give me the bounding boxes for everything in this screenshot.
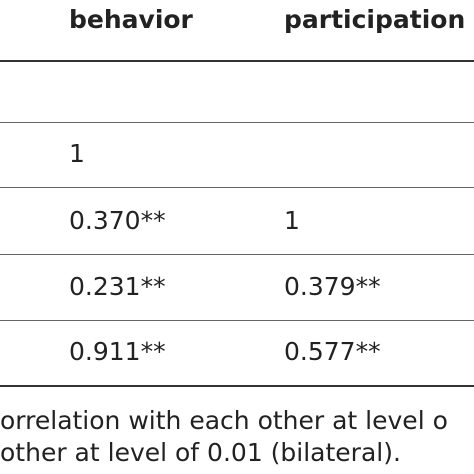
table-note-line: other at level of 0.01 (bilateral).	[0, 438, 401, 467]
table-cell: 0.231**	[69, 272, 166, 301]
table-cell: 0.577**	[284, 337, 381, 366]
row-divider	[0, 122, 474, 123]
row-divider	[0, 187, 474, 188]
table-bottom-rule	[0, 385, 474, 387]
table-cell: 0.379**	[284, 272, 381, 301]
column-header-behavior: behavior	[69, 5, 193, 34]
table-note-line: orrelation with each other at level o	[0, 406, 448, 435]
table-cell: 1	[284, 206, 300, 235]
header-rule	[0, 60, 474, 62]
row-divider	[0, 320, 474, 321]
column-header-participation: participation	[284, 5, 466, 34]
table-cell: 0.370**	[69, 206, 166, 235]
row-divider	[0, 254, 474, 255]
table-cell: 0.911**	[69, 337, 166, 366]
table-cell: 1	[69, 139, 85, 168]
